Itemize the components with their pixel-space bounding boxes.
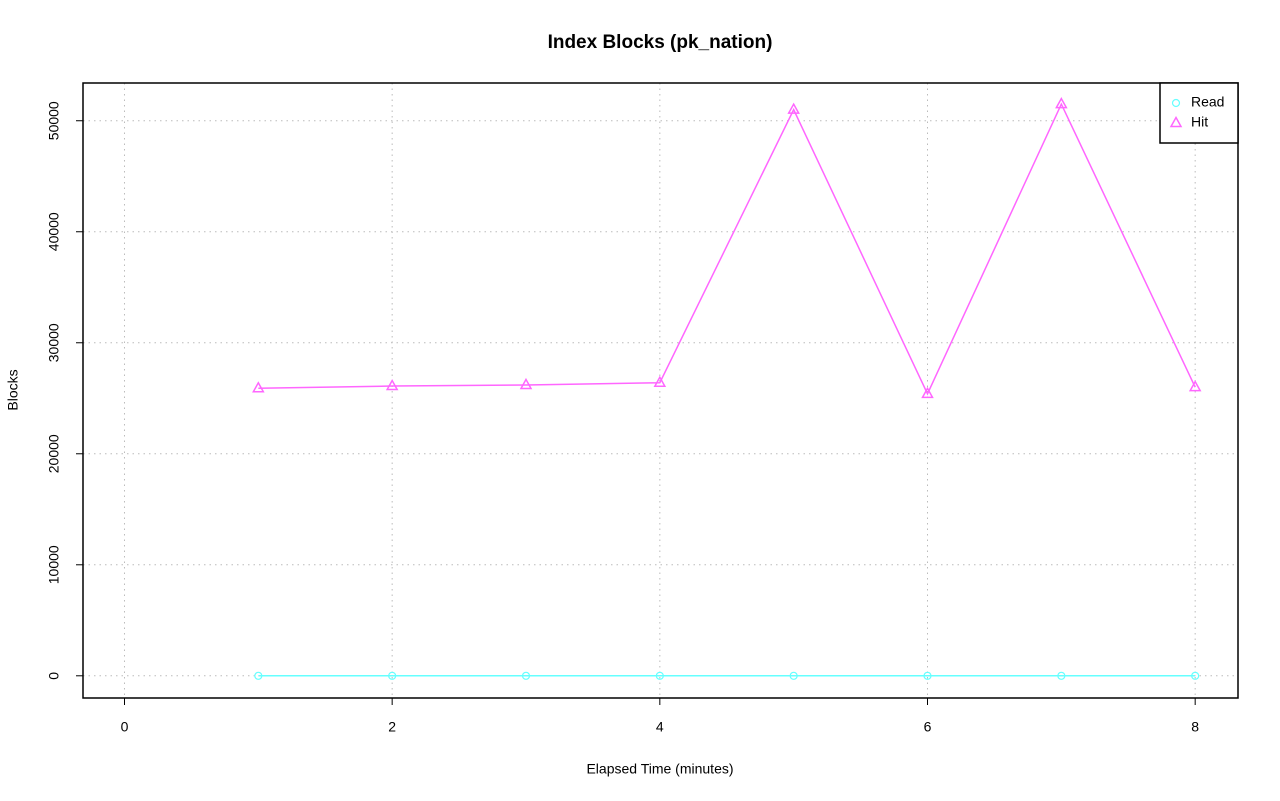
marker: [655, 671, 664, 680]
marker: [252, 381, 265, 393]
y-tick-label: 40000: [46, 212, 62, 251]
x-axis-title: Elapsed Time (minutes): [586, 761, 733, 777]
marker: [789, 671, 798, 680]
x-tick-label: 0: [121, 719, 129, 735]
plot-frame: [82, 82, 1239, 699]
legend-box: [1159, 82, 1239, 144]
y-tick-label: 0: [46, 672, 62, 680]
y-axis-title: Blocks: [5, 369, 21, 410]
y-tick-label: 50000: [46, 101, 62, 140]
marker: [1191, 671, 1200, 680]
y-tick-label: 30000: [46, 323, 62, 362]
marker: [787, 102, 800, 114]
x-tick-label: 8: [1191, 719, 1199, 735]
marker: [1171, 98, 1181, 108]
marker: [653, 375, 667, 387]
marker: [1055, 97, 1068, 109]
series-line: [258, 102, 1196, 396]
y-tick-label: 10000: [46, 545, 62, 584]
chart-title: Index Blocks (pk_nation): [548, 32, 773, 53]
marker: [521, 671, 531, 680]
marker: [921, 386, 934, 399]
x-tick-label: 2: [388, 719, 396, 735]
x-tick-label: 6: [924, 719, 932, 735]
x-tick-label: 4: [656, 719, 664, 735]
marker: [254, 671, 263, 680]
marker: [385, 379, 399, 391]
marker: [923, 671, 932, 680]
y-tick-label: 20000: [46, 434, 62, 473]
marker: [519, 377, 533, 390]
marker: [1057, 671, 1066, 680]
legend-label: Hit: [1191, 114, 1208, 130]
marker: [1188, 380, 1202, 392]
legend-label: Read: [1191, 94, 1224, 110]
marker: [1169, 115, 1183, 128]
marker: [388, 671, 397, 680]
